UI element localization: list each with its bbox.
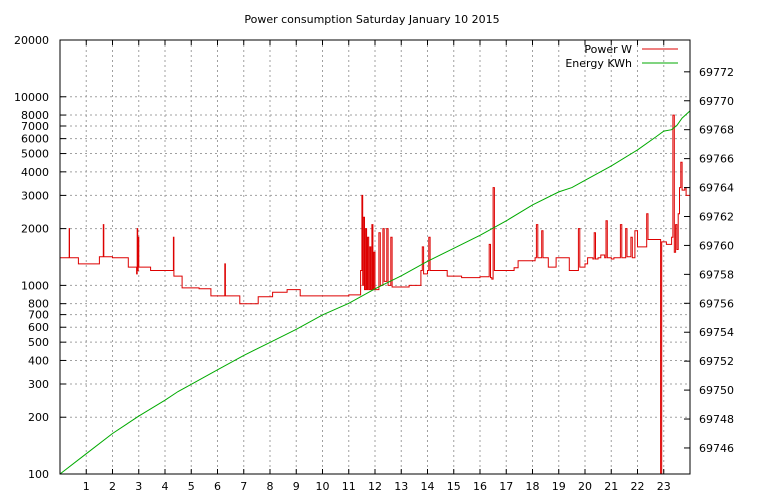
x-tick-label: 11 bbox=[342, 480, 356, 493]
y-tick-label: 200 bbox=[28, 411, 49, 424]
x-tick-label: 22 bbox=[631, 480, 645, 493]
legend-label-energy: Energy KWh bbox=[565, 57, 632, 70]
y-tick-label: 3000 bbox=[21, 189, 49, 202]
y-tick-label: 5000 bbox=[21, 148, 49, 161]
x-tick-label: 14 bbox=[421, 480, 435, 493]
y-tick-label: 10000 bbox=[14, 91, 49, 104]
y2-tick-label: 69750 bbox=[699, 384, 734, 397]
x-tick-label: 12 bbox=[368, 480, 382, 493]
legend: Power W Energy KWh bbox=[565, 43, 678, 70]
x-tick-label: 16 bbox=[473, 480, 487, 493]
series-line-power-w bbox=[60, 114, 690, 475]
x-tick-label: 18 bbox=[526, 480, 540, 493]
y-tick-label: 700 bbox=[28, 309, 49, 322]
y2-tick-label: 69768 bbox=[699, 124, 734, 137]
x-tick-label: 4 bbox=[162, 480, 169, 493]
x-tick-label: 8 bbox=[267, 480, 274, 493]
y-tick-label: 2000 bbox=[21, 223, 49, 236]
y-tick-label: 400 bbox=[28, 354, 49, 367]
x-tick-label: 20 bbox=[578, 480, 592, 493]
y2-tick-label: 69758 bbox=[699, 268, 734, 281]
y2-tick-label: 69772 bbox=[699, 66, 734, 79]
y-tick-label: 6000 bbox=[21, 133, 49, 146]
x-tick-label: 21 bbox=[604, 480, 618, 493]
y2-tick-label: 69754 bbox=[699, 326, 734, 339]
y-tick-label: 600 bbox=[28, 321, 49, 334]
series-line-energy-kwh bbox=[59, 110, 691, 475]
y-tick-label: 7000 bbox=[21, 120, 49, 133]
chart-title: Power consumption Saturday January 10 20… bbox=[244, 13, 499, 26]
y-tick-label: 500 bbox=[28, 336, 49, 349]
y2-tick-label: 69752 bbox=[699, 355, 734, 368]
series-lines bbox=[59, 110, 691, 475]
y-tick-label: 4000 bbox=[21, 166, 49, 179]
x-tick-label: 7 bbox=[240, 480, 247, 493]
y2-tick-label: 69766 bbox=[699, 153, 734, 166]
x-tick-label: 2 bbox=[109, 480, 116, 493]
x-tick-label: 1 bbox=[83, 480, 90, 493]
y2-tick-label: 69764 bbox=[699, 182, 734, 195]
x-tick-label: 23 bbox=[657, 480, 671, 493]
y-tick-label: 8000 bbox=[21, 109, 49, 122]
y-tick-label: 300 bbox=[28, 378, 49, 391]
y-tick-label: 20000 bbox=[14, 34, 49, 47]
y2-tick-label: 69756 bbox=[699, 297, 734, 310]
y-tick-label: 100 bbox=[28, 468, 49, 481]
legend-label-power: Power W bbox=[584, 43, 632, 56]
y2-tick-label: 69760 bbox=[699, 239, 734, 252]
x-tick-label: 6 bbox=[214, 480, 221, 493]
x-tick-label: 3 bbox=[135, 480, 142, 493]
y-tick-label: 1000 bbox=[21, 279, 49, 292]
x-tick-label: 19 bbox=[552, 480, 566, 493]
axis-ticks: 1 2 3 4 5 6 7 8 9 10 11 12 13 14 15 16 17 18 19 20 21 22 23100… bbox=[14, 34, 734, 493]
x-tick-label: 5 bbox=[188, 480, 195, 493]
x-tick-label: 13 bbox=[394, 480, 408, 493]
x-tick-label: 15 bbox=[447, 480, 461, 493]
y2-tick-label: 69762 bbox=[699, 210, 734, 223]
y-tick-label: 800 bbox=[28, 298, 49, 311]
y2-tick-label: 69748 bbox=[699, 413, 734, 426]
y2-tick-label: 69770 bbox=[699, 95, 734, 108]
x-tick-label: 10 bbox=[316, 480, 330, 493]
x-tick-label: 9 bbox=[293, 480, 300, 493]
y2-tick-label: 69746 bbox=[699, 442, 734, 455]
x-tick-label: 17 bbox=[499, 480, 513, 493]
